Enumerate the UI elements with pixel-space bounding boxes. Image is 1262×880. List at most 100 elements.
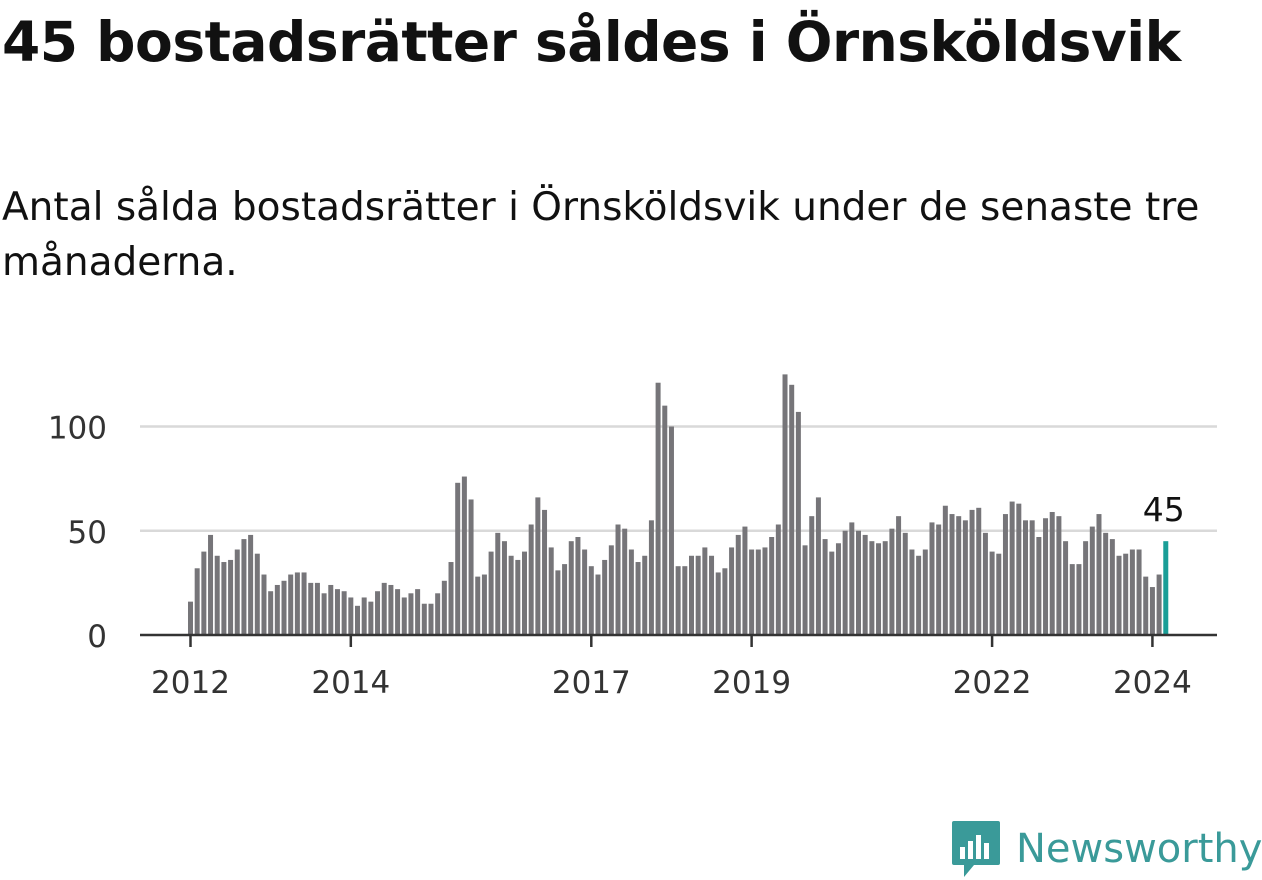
bar	[1123, 553, 1129, 635]
bar	[501, 541, 507, 635]
bar	[642, 555, 648, 635]
bar	[261, 574, 267, 635]
bar	[535, 497, 541, 635]
bar-chart: 0 50 100 45 2012 2014 2017 2019 2022 2024	[48, 374, 1217, 701]
x-tick-label: 2019	[712, 665, 791, 701]
bar	[234, 549, 240, 635]
bar	[815, 497, 821, 635]
bar	[862, 534, 868, 635]
bar	[1016, 503, 1022, 635]
bar	[976, 507, 982, 635]
bar	[421, 603, 427, 635]
axis-layer: 0 50 100 45 2012 2014 2017 2019 2022 2024	[48, 411, 1217, 701]
bar	[795, 411, 801, 635]
bar	[368, 601, 374, 635]
bar	[782, 374, 788, 636]
chart-title: 45 bostadsrätter såldes i Örnsköldsvik	[2, 10, 1181, 74]
bar	[1149, 587, 1155, 635]
bar	[208, 534, 214, 635]
bar	[989, 551, 995, 635]
bar	[435, 593, 441, 635]
bar	[274, 584, 280, 635]
bar	[922, 549, 928, 635]
bar	[508, 555, 514, 635]
x-tick-label: 2012	[151, 665, 230, 701]
bar	[328, 584, 334, 635]
bar	[936, 524, 942, 635]
bar	[321, 593, 327, 635]
bar	[214, 555, 220, 635]
bar	[1063, 541, 1069, 635]
bar	[555, 570, 561, 635]
bar	[488, 551, 494, 635]
bar	[248, 534, 254, 635]
bar	[749, 549, 755, 635]
bar	[1129, 549, 1135, 635]
bar	[682, 566, 688, 635]
bar	[588, 566, 594, 635]
y-tick-label: 50	[68, 515, 107, 551]
bar	[842, 530, 848, 635]
bar	[221, 562, 227, 635]
bar	[468, 499, 474, 635]
bar	[582, 549, 588, 635]
bar	[969, 509, 975, 635]
bar	[495, 532, 501, 635]
bar	[1083, 541, 1089, 635]
bar	[1002, 514, 1008, 635]
bar	[956, 516, 962, 635]
bar	[522, 551, 527, 635]
bar	[314, 582, 320, 636]
bar	[622, 528, 628, 635]
bar	[355, 605, 360, 635]
bar	[829, 551, 835, 635]
y-tick-label: 0	[87, 619, 107, 655]
y-tick-label: 100	[48, 411, 107, 447]
bar	[188, 601, 193, 635]
bar	[1049, 511, 1055, 635]
bar	[388, 584, 394, 635]
bar	[294, 572, 300, 635]
bar	[729, 547, 735, 635]
bar	[789, 384, 795, 635]
bar	[849, 522, 855, 635]
bar	[916, 555, 922, 635]
bar	[461, 476, 467, 635]
bar	[441, 580, 447, 635]
bar	[1109, 539, 1115, 635]
x-tick-label: 2024	[1113, 665, 1192, 701]
bar	[308, 582, 314, 636]
bar	[375, 591, 381, 635]
bar	[361, 597, 367, 635]
bar	[835, 543, 841, 635]
bar	[1116, 555, 1122, 635]
bar	[288, 574, 294, 635]
bar	[876, 543, 882, 635]
bar	[949, 514, 955, 635]
bar	[1156, 574, 1162, 635]
bar	[962, 520, 968, 635]
bar	[334, 589, 340, 635]
bar	[562, 564, 568, 635]
bar	[762, 547, 768, 635]
bar	[709, 555, 715, 635]
grid-layer	[140, 425, 1217, 532]
bar	[1089, 526, 1095, 635]
bar	[448, 562, 454, 635]
bar	[635, 562, 641, 635]
bar	[1056, 516, 1062, 635]
bar	[268, 591, 274, 635]
bar	[341, 591, 347, 635]
bar	[615, 524, 621, 635]
bar	[401, 597, 407, 635]
bar	[381, 582, 387, 636]
bar	[194, 568, 200, 635]
bar	[755, 549, 761, 635]
bar	[201, 551, 207, 635]
bar	[1043, 518, 1049, 635]
bar	[742, 526, 748, 635]
bar	[715, 572, 721, 635]
bar	[408, 593, 414, 635]
bar	[428, 603, 434, 635]
x-tick-label: 2017	[552, 665, 631, 701]
